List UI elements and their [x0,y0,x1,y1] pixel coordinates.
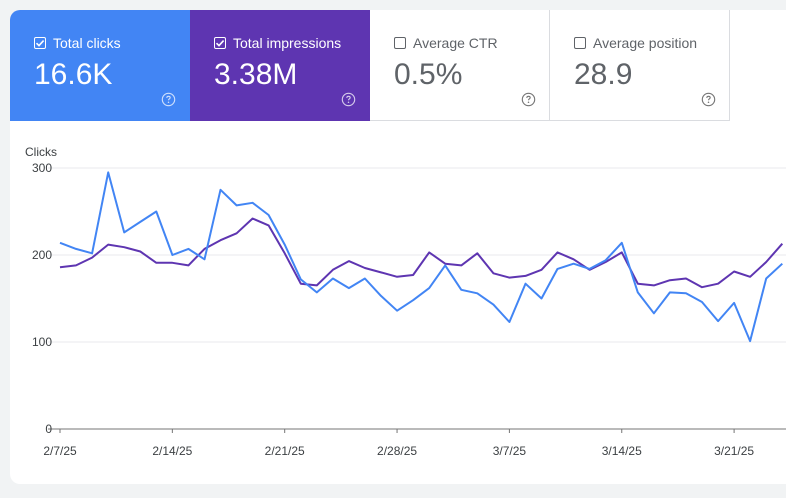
help-circle-icon[interactable] [341,92,356,112]
help-circle-icon[interactable] [521,92,536,112]
tile-label: Average CTR [413,35,498,51]
tile-label: Total clicks [53,35,121,51]
tile-average-ctr[interactable]: Average CTR 0.5% [370,10,550,121]
x-tick-label: 2/14/25 [152,444,192,458]
help-circle-icon[interactable] [701,92,716,112]
tile-value: 16.6K [34,58,113,91]
tile-average-position[interactable]: Average position 28.9 [550,10,730,121]
y-tick-label: 300 [32,161,52,175]
y-tick-label: 0 [45,422,52,436]
tile-total-impressions[interactable]: Total impressions 3.38M [190,10,370,121]
tile-total-clicks[interactable]: Total clicks 16.6K [10,10,190,121]
checkbox-icon[interactable] [34,37,46,49]
y-tick-label: 100 [32,335,52,349]
tile-label: Average position [593,35,698,51]
x-tick-label: 3/21/25 [714,444,754,458]
series-line-total-clicks [59,171,783,343]
performance-card: Total clicks 16.6K Total impressions 3.3… [10,10,786,484]
checkbox-icon[interactable] [394,37,406,49]
performance-chart: Clicks 0 100 200 300 2/7/25 2/14/25 2/21/25 2/2… [25,145,786,458]
x-tick-label: 2/7/25 [43,444,77,458]
x-tick-label: 3/14/25 [602,444,642,458]
y-axis-title: Clicks [25,145,57,159]
series-line-total-impressions [59,217,784,289]
help-circle-icon[interactable] [161,92,176,112]
tile-value: 3.38M [214,58,298,91]
metric-tiles: Total clicks 16.6K Total impressions 3.3… [10,10,730,121]
tile-value: 0.5% [394,58,463,91]
tile-label: Total impressions [233,35,342,51]
x-tick-label: 3/7/25 [493,444,527,458]
x-tick-label: 2/28/25 [377,444,417,458]
checkbox-icon[interactable] [214,37,226,49]
y-tick-label: 200 [32,248,52,262]
x-tick-label: 2/21/25 [265,444,305,458]
checkbox-icon[interactable] [574,37,586,49]
tile-value: 28.9 [574,58,633,91]
